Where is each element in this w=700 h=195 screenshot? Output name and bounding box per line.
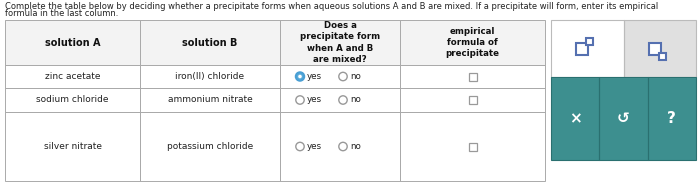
Bar <box>280 112 400 181</box>
Bar <box>5 65 545 181</box>
Bar <box>400 88 545 112</box>
Bar <box>576 43 588 54</box>
Text: empirical
formula of
precipitate: empirical formula of precipitate <box>445 27 500 58</box>
Bar <box>400 65 545 88</box>
Circle shape <box>339 142 347 151</box>
Circle shape <box>296 96 304 104</box>
Bar <box>587 37 594 44</box>
Bar <box>551 20 624 77</box>
Bar <box>599 77 648 160</box>
Text: ammonium nitrate: ammonium nitrate <box>167 96 253 105</box>
Bar <box>468 73 477 81</box>
Bar <box>648 77 696 160</box>
Bar <box>649 43 661 54</box>
Text: zinc acetate: zinc acetate <box>45 72 100 81</box>
Bar <box>624 20 696 77</box>
Bar <box>140 112 280 181</box>
Bar <box>551 77 599 160</box>
Bar <box>140 65 280 88</box>
Text: no: no <box>350 72 361 81</box>
Bar <box>5 88 140 112</box>
Text: yes: yes <box>307 142 322 151</box>
Bar <box>659 52 666 59</box>
Text: solution A: solution A <box>45 37 100 48</box>
Bar <box>140 88 280 112</box>
Bar <box>400 112 545 181</box>
Text: no: no <box>350 142 361 151</box>
Bar <box>280 20 400 65</box>
Circle shape <box>298 75 302 78</box>
Bar <box>468 143 477 151</box>
Bar <box>400 20 545 65</box>
Bar <box>5 112 140 181</box>
Bar <box>5 20 545 65</box>
Text: yes: yes <box>307 72 322 81</box>
Text: yes: yes <box>307 96 322 105</box>
Bar <box>280 88 400 112</box>
Bar <box>599 77 648 160</box>
Circle shape <box>339 96 347 104</box>
Bar <box>5 20 140 65</box>
Bar <box>624 20 696 77</box>
Circle shape <box>339 72 347 81</box>
Bar <box>5 65 140 88</box>
Text: no: no <box>350 96 361 105</box>
Text: silver nitrate: silver nitrate <box>43 142 102 151</box>
Bar <box>551 77 599 160</box>
Text: ?: ? <box>667 111 676 126</box>
Bar <box>551 20 624 77</box>
Bar <box>648 77 696 160</box>
Circle shape <box>296 72 304 81</box>
Text: sodium chloride: sodium chloride <box>36 96 108 105</box>
Text: ↺: ↺ <box>617 111 630 126</box>
Text: Does a
precipitate form
when A and B
are mixed?: Does a precipitate form when A and B are… <box>300 21 380 64</box>
Text: formula in the last column.: formula in the last column. <box>5 9 118 18</box>
Bar <box>280 65 400 88</box>
Text: Complete the table below by deciding whether a precipitate forms when aqueous so: Complete the table below by deciding whe… <box>5 2 658 11</box>
Bar <box>468 96 477 104</box>
Text: ×: × <box>569 111 582 126</box>
Text: iron(II) chloride: iron(II) chloride <box>176 72 244 81</box>
Circle shape <box>296 142 304 151</box>
Text: potassium chloride: potassium chloride <box>167 142 253 151</box>
Bar <box>140 20 280 65</box>
Text: solution B: solution B <box>182 37 238 48</box>
